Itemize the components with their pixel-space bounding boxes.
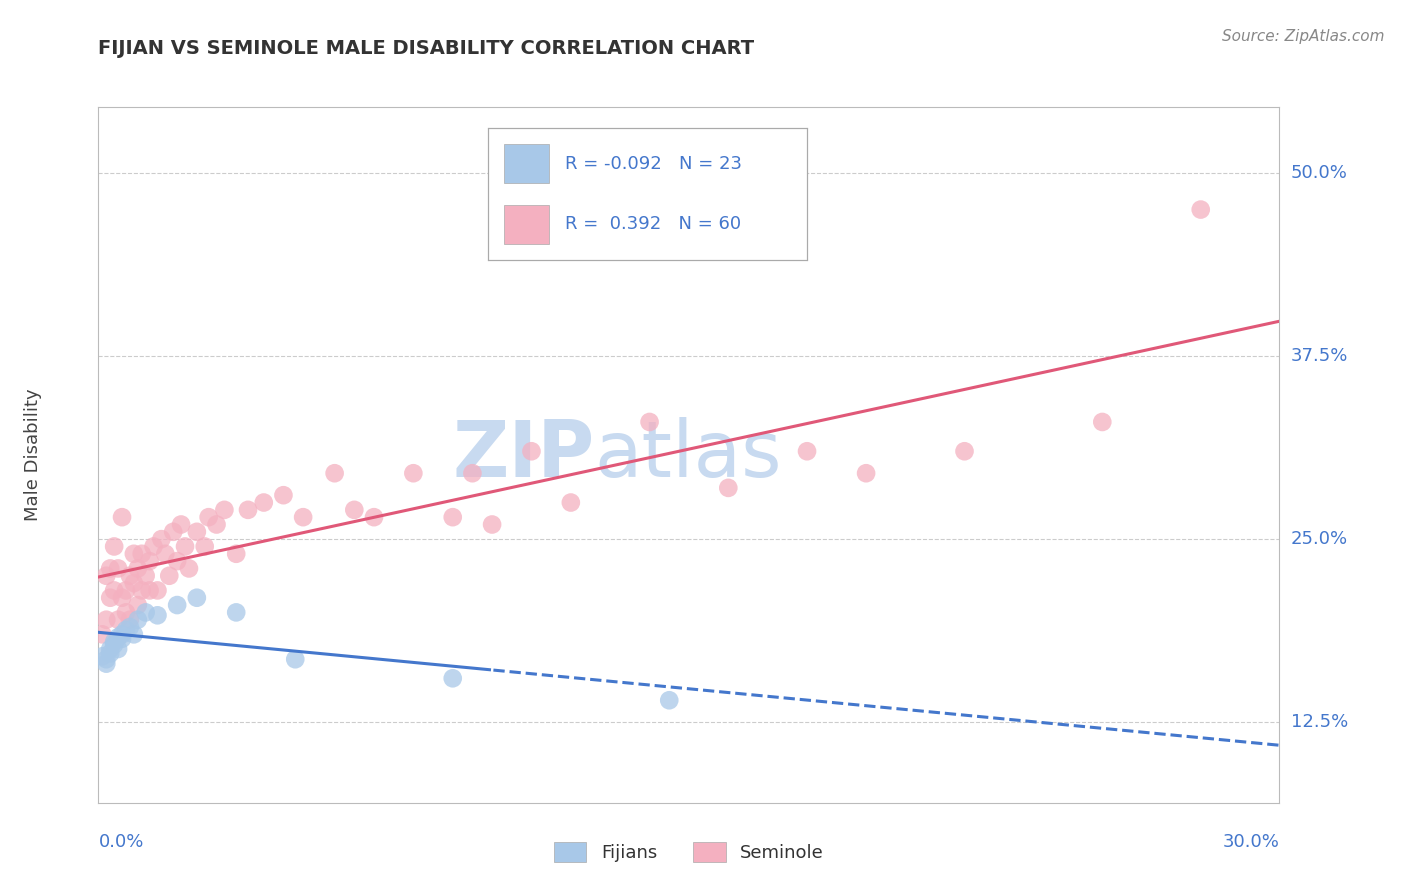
Point bbox=[855, 467, 877, 481]
Point bbox=[135, 568, 157, 582]
Text: Male Disability: Male Disability bbox=[24, 389, 42, 521]
Text: 50.0%: 50.0% bbox=[1291, 164, 1347, 182]
Text: atlas: atlas bbox=[595, 417, 782, 493]
Point bbox=[118, 620, 141, 634]
Text: ZIP: ZIP bbox=[453, 417, 595, 493]
Point bbox=[96, 613, 118, 627]
Point bbox=[441, 510, 464, 524]
Point bbox=[98, 647, 121, 661]
Point bbox=[138, 554, 160, 568]
Point bbox=[103, 638, 125, 652]
FancyBboxPatch shape bbox=[505, 144, 548, 184]
Point bbox=[363, 510, 385, 524]
Point bbox=[107, 561, 129, 575]
Point bbox=[111, 591, 134, 605]
Point bbox=[122, 547, 145, 561]
Point bbox=[186, 591, 208, 605]
Point bbox=[1091, 415, 1114, 429]
Text: Source: ZipAtlas.com: Source: ZipAtlas.com bbox=[1222, 29, 1385, 44]
Point bbox=[953, 444, 976, 458]
Point bbox=[118, 613, 141, 627]
Point bbox=[162, 524, 184, 539]
Point bbox=[1189, 202, 1212, 217]
Point bbox=[115, 623, 138, 637]
Point bbox=[292, 510, 315, 524]
Point bbox=[107, 630, 129, 644]
Point bbox=[236, 503, 259, 517]
Point bbox=[402, 467, 425, 481]
Point bbox=[441, 671, 464, 685]
Point bbox=[157, 568, 180, 582]
Point bbox=[174, 540, 197, 554]
Point bbox=[796, 444, 818, 458]
Text: 25.0%: 25.0% bbox=[1291, 530, 1348, 549]
Point bbox=[225, 547, 247, 561]
Point bbox=[91, 627, 114, 641]
Text: 0.0%: 0.0% bbox=[98, 833, 143, 851]
Point bbox=[717, 481, 740, 495]
Point bbox=[138, 583, 160, 598]
Point bbox=[122, 627, 145, 641]
Point bbox=[131, 547, 153, 561]
Point bbox=[118, 568, 141, 582]
Point bbox=[115, 606, 138, 620]
FancyBboxPatch shape bbox=[505, 204, 548, 244]
Point bbox=[273, 488, 295, 502]
Point bbox=[98, 591, 121, 605]
Point bbox=[146, 583, 169, 598]
Point bbox=[98, 642, 121, 657]
Point bbox=[197, 510, 219, 524]
Text: R = -0.092   N = 23: R = -0.092 N = 23 bbox=[565, 154, 742, 173]
Point bbox=[343, 503, 366, 517]
Point bbox=[146, 608, 169, 623]
Point bbox=[111, 510, 134, 524]
Point bbox=[98, 561, 121, 575]
Point bbox=[96, 657, 118, 671]
Point bbox=[186, 524, 208, 539]
Text: R =  0.392   N = 60: R = 0.392 N = 60 bbox=[565, 215, 741, 234]
Point bbox=[520, 444, 543, 458]
Point bbox=[91, 649, 114, 664]
Point bbox=[96, 568, 118, 582]
Point bbox=[115, 583, 138, 598]
Point bbox=[205, 517, 228, 532]
Legend: Fijians, Seminole: Fijians, Seminole bbox=[547, 834, 831, 870]
Point bbox=[461, 467, 484, 481]
Point bbox=[131, 583, 153, 598]
Point bbox=[177, 561, 200, 575]
Point bbox=[103, 540, 125, 554]
Point bbox=[194, 540, 217, 554]
Point bbox=[170, 517, 193, 532]
Point bbox=[214, 503, 236, 517]
Point bbox=[127, 598, 149, 612]
Point bbox=[107, 613, 129, 627]
Point bbox=[111, 632, 134, 646]
Point bbox=[135, 606, 157, 620]
Point bbox=[253, 495, 276, 509]
Text: FIJIAN VS SEMINOLE MALE DISABILITY CORRELATION CHART: FIJIAN VS SEMINOLE MALE DISABILITY CORRE… bbox=[98, 39, 755, 58]
Point bbox=[150, 532, 173, 546]
Point bbox=[96, 652, 118, 666]
Point bbox=[127, 561, 149, 575]
Point bbox=[323, 467, 346, 481]
Point bbox=[107, 642, 129, 657]
Point bbox=[166, 598, 188, 612]
Text: 30.0%: 30.0% bbox=[1223, 833, 1279, 851]
Point bbox=[225, 606, 247, 620]
Point bbox=[127, 613, 149, 627]
Point bbox=[481, 517, 503, 532]
Point bbox=[122, 576, 145, 591]
Text: 12.5%: 12.5% bbox=[1291, 714, 1348, 731]
Point bbox=[111, 627, 134, 641]
Point bbox=[103, 583, 125, 598]
Point bbox=[155, 547, 177, 561]
Point bbox=[103, 634, 125, 648]
Point bbox=[166, 554, 188, 568]
Point bbox=[638, 415, 661, 429]
Text: 37.5%: 37.5% bbox=[1291, 347, 1348, 365]
Point bbox=[658, 693, 681, 707]
Point bbox=[284, 652, 307, 666]
Point bbox=[142, 540, 165, 554]
Point bbox=[560, 495, 582, 509]
